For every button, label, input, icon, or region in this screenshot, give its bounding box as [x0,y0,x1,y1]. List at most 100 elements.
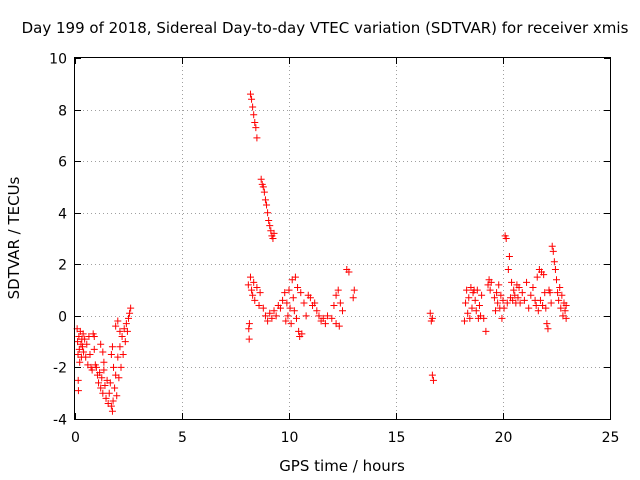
data-point [520,296,528,304]
data-point [111,384,119,392]
data-point [486,286,494,294]
data-point [264,317,272,325]
data-point [74,376,82,384]
data-point [471,296,479,304]
data-point [270,229,278,237]
data-point [86,351,94,359]
data-point [544,325,552,333]
data-point [251,118,259,126]
data-point [249,291,257,299]
data-point [493,289,501,297]
data-point [252,124,260,132]
data-point [335,322,343,330]
data-point [500,304,508,312]
data-point [504,265,512,273]
data-point [542,304,550,312]
data-point [256,289,264,297]
data-point [251,296,259,304]
data-point [464,309,472,317]
data-point [518,289,526,297]
data-point [90,345,98,353]
data-point [302,312,310,320]
data-points [73,90,570,415]
data-point [297,289,305,297]
data-point [480,314,488,322]
data-point [553,276,560,284]
data-point [525,304,533,312]
data-point [543,320,551,328]
data-point [105,389,113,397]
data-point [276,304,284,312]
data-point [546,289,554,297]
data-point [266,222,274,230]
data-point [108,407,116,415]
data-point [253,134,261,142]
data-point [523,278,531,286]
data-point [107,351,115,359]
data-point [78,343,86,351]
data-point [494,299,502,307]
data-point [259,304,267,312]
chart-title: Day 199 of 2018, Sidereal Day-to-day VTE… [22,19,629,37]
data-point [562,314,570,322]
data-point [90,332,98,340]
data-point [272,312,280,320]
data-point [492,307,500,315]
data-point [268,314,276,322]
data-point [263,201,271,209]
data-point [250,278,258,286]
data-point [119,351,127,359]
x-tick-label: 0 [71,430,80,446]
data-point [98,374,106,382]
data-point [261,196,269,204]
data-point [336,299,344,307]
data-point [349,294,357,302]
data-point [527,291,535,299]
data-point [123,327,131,335]
data-point [110,363,118,371]
data-point [270,307,278,315]
data-point [82,353,90,361]
data-point [562,302,570,310]
data-point [557,304,565,312]
data-point [245,325,253,333]
data-point [321,320,329,328]
data-point [113,392,121,400]
data-point [294,283,302,291]
data-point [248,286,256,294]
data-point [281,289,289,297]
data-point [298,330,306,338]
data-point [532,302,540,310]
data-point [550,258,558,266]
data-point [286,304,294,312]
data-point [505,253,513,261]
data-point [264,209,272,217]
data-point [121,338,129,346]
data-point [257,175,265,183]
data-point [246,90,254,98]
data-point [514,294,522,302]
data-point [339,307,346,315]
data-point [460,317,468,325]
plot-frame [74,57,611,420]
data-point [558,291,566,299]
data-point [112,322,120,330]
data-point [116,327,124,335]
data-point [533,273,541,281]
data-point [244,281,252,289]
data-point [551,265,559,273]
data-point [462,299,470,307]
data-point [428,371,436,379]
data-point [250,111,258,119]
data-point [284,312,292,320]
data-point [291,273,299,281]
data-point [81,335,89,343]
data-point [516,299,524,307]
data-point [260,188,268,196]
data-point [549,247,557,255]
data-point [306,294,314,302]
data-point [319,314,327,322]
data-point [475,302,483,310]
data-point [324,312,332,320]
data-point [498,314,506,322]
